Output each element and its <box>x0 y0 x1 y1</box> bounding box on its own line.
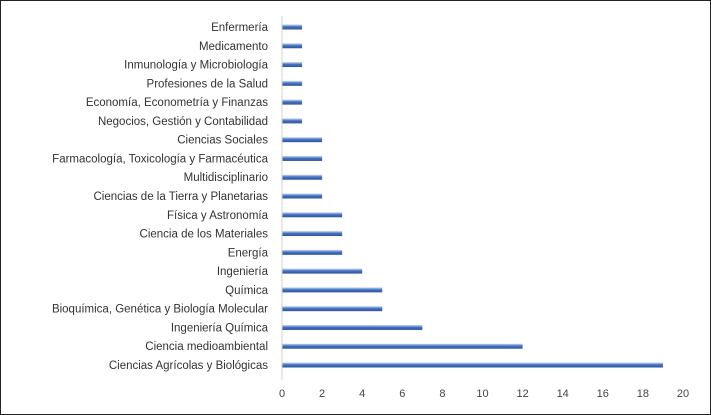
bar <box>282 231 343 237</box>
bar <box>282 212 343 218</box>
bar <box>282 343 523 349</box>
x-axis: 0 2 4 6 8 10 12 14 16 18 20 <box>279 16 689 400</box>
category-label: Negocios, Gestión y Contabilidad <box>98 116 268 128</box>
category-labels: Enfermería Medicamento Inmunología y Micro… <box>52 22 269 372</box>
category-label: Ciencia medioambiental <box>145 341 268 353</box>
bar <box>282 80 303 86</box>
x-tick-label: 0 <box>279 388 285 400</box>
category-label: Ciencias de la Tierra y Planetarias <box>94 191 269 203</box>
x-tick-label: 6 <box>399 388 405 400</box>
bar <box>282 268 363 274</box>
bar <box>282 193 323 199</box>
bar <box>282 155 323 161</box>
x-tick-label: 20 <box>677 388 689 400</box>
x-tick-label: 16 <box>597 388 609 400</box>
category-label: Inmunología y Microbiología <box>124 60 268 72</box>
category-label: Energía <box>228 247 269 259</box>
category-label: Profesiones de la Salud <box>147 78 268 90</box>
category-label: Medicamento <box>199 41 268 53</box>
x-tick-label: 4 <box>359 388 365 400</box>
category-label: Economía, Econometría y Finanzas <box>86 97 268 109</box>
bar <box>282 174 323 180</box>
category-label: Ciencia de los Materiales <box>140 229 269 241</box>
bar <box>282 287 383 293</box>
category-label: Multidisciplinario <box>184 172 268 184</box>
bar <box>282 118 303 124</box>
category-label: Ingeniería <box>217 266 269 278</box>
x-tick-label: 14 <box>557 388 569 400</box>
bar <box>282 99 303 105</box>
bar <box>282 137 323 143</box>
bar <box>282 362 663 368</box>
bar <box>282 324 423 330</box>
x-tick-label: 10 <box>476 388 488 400</box>
bars-group <box>282 24 663 368</box>
bar <box>282 24 303 30</box>
bar <box>282 249 343 255</box>
x-tick-label: 18 <box>637 388 649 400</box>
category-label: Física y Astronomía <box>167 210 269 222</box>
x-tick-label: 2 <box>319 388 325 400</box>
bar <box>282 62 303 68</box>
category-label: Ingeniería Química <box>171 322 269 334</box>
x-tick-label: 8 <box>439 388 445 400</box>
x-tick-label: 12 <box>516 388 528 400</box>
bar <box>282 43 303 49</box>
category-label: Ciencias Agrícolas y Biológicas <box>109 360 268 372</box>
category-label: Bioquímica, Genética y Biología Molecula… <box>52 304 268 316</box>
category-label: Farmacología, Toxicología y Farmacéutica <box>52 153 268 165</box>
category-label: Ciencias Sociales <box>177 135 268 147</box>
bar <box>282 306 383 312</box>
category-label: Química <box>225 285 268 297</box>
category-label: Enfermería <box>211 22 268 34</box>
